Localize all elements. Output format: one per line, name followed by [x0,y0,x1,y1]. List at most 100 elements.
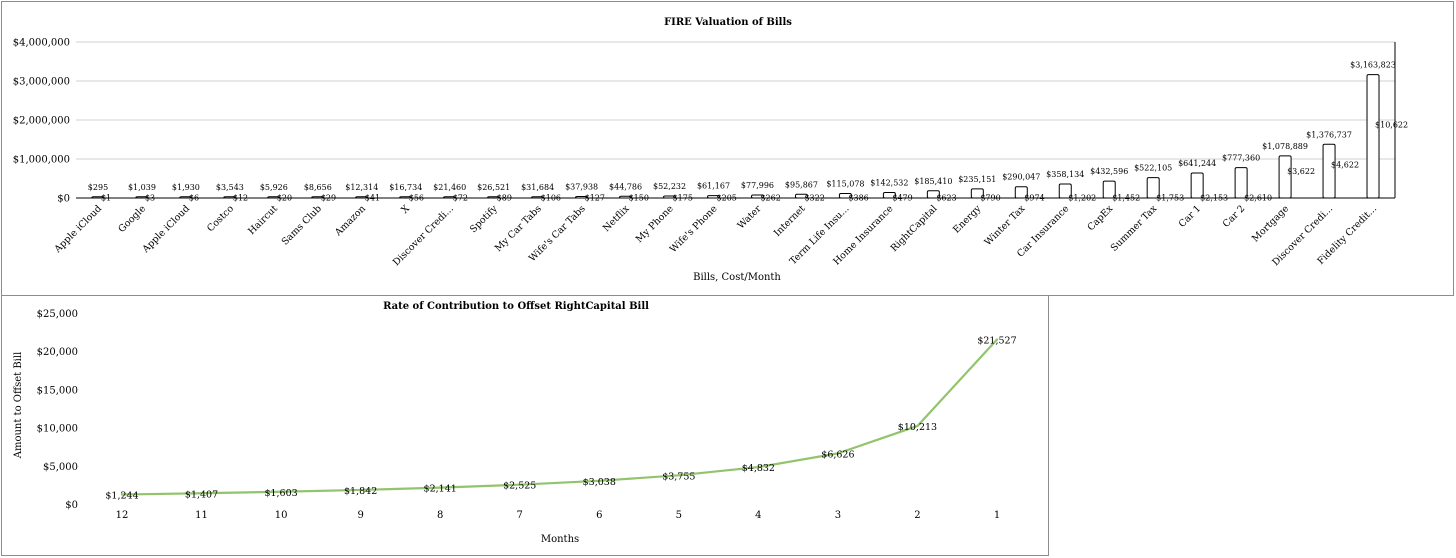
bar [399,196,413,199]
data-point [995,338,999,341]
value-label: $16,734 [389,183,422,192]
monthly-cost-label: $2,153 [1200,194,1228,203]
data-point [677,474,681,477]
value-label: $1,039 [128,183,156,192]
bar [1366,74,1380,199]
data-point [359,488,362,492]
x-tick-label: Discover Credi... [391,203,456,268]
monthly-cost-label: $72 [453,194,468,203]
monthly-cost-label: $1,452 [1112,194,1140,203]
x-tick-label: My Phone [634,203,676,245]
fire-valuation-chart: FIRE Valuation of Bills Bills, Cost/Mont… [13,17,1408,283]
value-label: $8,656 [304,183,332,192]
monthly-cost-label: $205 [717,194,737,203]
x-tick-label: Netflix [601,203,632,234]
monthly-cost-label: $56 [409,194,424,203]
value-label: $61,167 [697,182,730,191]
data-point [200,492,203,495]
bar [91,196,105,199]
value-label: $235,151 [958,175,996,184]
monthly-cost-label: $127 [585,194,605,203]
x-tick-label: 3 [835,510,841,521]
x-tick-label: 5 [676,510,682,521]
monthly-cost-label: $262 [760,194,780,203]
y-tick-label: $20,000 [37,347,78,358]
x-tick-label: Amazon [332,203,368,239]
monthly-cost-label: $322 [804,194,824,203]
monthly-cost-label: $3,622 [1287,167,1315,176]
chart-title: FIRE Valuation of Bills [664,17,792,28]
x-tick-label: 8 [437,510,443,521]
bar [575,196,589,199]
bar [750,194,764,199]
monthly-cost-label: $479 [892,194,912,203]
bar [267,196,281,199]
bar [135,196,149,199]
value-label: $2,525 [503,481,536,492]
x-tick-label: Wife's Phone [668,203,720,255]
value-label: $5,926 [260,183,288,192]
bar [1234,167,1248,199]
monthly-cost-label: $623 [936,194,956,203]
x-tick-label: Costco [205,203,236,234]
bar [1014,186,1028,199]
value-label: $185,410 [914,177,952,186]
value-label: $44,786 [609,182,642,191]
value-label: $432,596 [1090,167,1128,176]
x-tick-label: CapEx [1085,203,1115,233]
value-label: $12,314 [345,183,378,192]
x-tick-label: 4 [755,510,761,521]
fire-valuation-chart-panel: FIRE Valuation of Bills Bills, Cost/Mont… [1,1,1454,296]
bar [1102,180,1116,199]
value-label: $1,078,889 [1262,142,1308,151]
bar [970,188,984,199]
line-series [120,338,999,496]
rate-of-contribution-chart-panel: Rate of Contribution to Offset RightCapi… [1,295,1049,556]
x-tick-label: RightCapital [889,203,940,254]
value-label: $1,376,737 [1306,130,1352,139]
bar [179,196,193,199]
data-point [279,490,283,493]
bar [531,196,545,199]
x-axis-ticks: 12 11 10 9 8 7 6 5 4 3 2 1 [116,510,1001,521]
bar [1322,143,1336,199]
value-label: $358,134 [1046,170,1084,179]
monthly-cost-label: $150 [629,194,649,203]
x-tick-label: Internet [772,203,808,239]
value-label: $295 [88,183,108,192]
value-label: $522,105 [1134,164,1172,173]
monthly-cost-label: $89 [497,194,512,203]
monthly-cost-label: $12 [233,194,248,203]
bar [443,196,457,199]
bar [355,196,369,199]
monthly-cost-label: $386 [848,194,868,203]
value-label: $1,603 [264,488,297,499]
x-tick-label: Apple iCloud [52,203,104,255]
x-tick-label: 10 [275,510,288,521]
bar [487,196,501,199]
data-labels: $295 $1 $1,039 $3 $1,930 $6 $3,543 $12 $5,926 $20… [88,61,1408,203]
y-tick-label: $4,000,000 [13,38,70,49]
value-label: $95,867 [785,180,818,189]
monthly-cost-label: $3 [145,194,155,203]
data-point [757,465,760,469]
monthly-cost-label: $1,753 [1156,194,1184,203]
value-label: $641,244 [1178,159,1216,168]
x-tick-label: Summer Tax [1109,203,1160,254]
x-tick-label: 6 [596,510,602,521]
monthly-cost-label: $20 [277,194,292,203]
bar [619,195,633,199]
value-label: $2,141 [424,484,457,495]
x-tick-label: Car 1 [1177,203,1204,230]
value-label: $1,407 [185,489,218,500]
y-axis-label: Amount to Offset Bill [13,352,24,460]
x-axis-label: Bills, Cost/Month [693,272,781,283]
value-label: $777,360 [1222,154,1260,163]
value-label: $77,996 [741,181,774,190]
monthly-cost-label: $106 [541,194,561,203]
value-label: $6,626 [821,449,854,460]
value-label: $10,213 [898,422,937,433]
value-label: $1,842 [344,486,377,497]
y-tick-label: $5,000 [43,462,78,473]
